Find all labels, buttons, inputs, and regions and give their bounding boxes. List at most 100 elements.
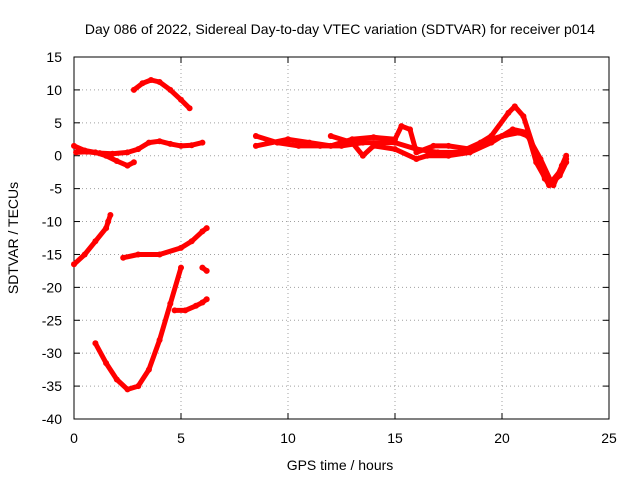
- y-tick-label: 15: [46, 49, 62, 65]
- data-point: [199, 264, 206, 271]
- data-point: [109, 150, 116, 157]
- y-axis-label: SDTVAR / TECUs: [5, 182, 21, 294]
- data-point: [103, 225, 110, 232]
- data-point: [188, 142, 195, 149]
- data-point: [424, 152, 431, 159]
- data-point: [83, 148, 90, 155]
- data-point: [71, 261, 77, 268]
- data-point: [407, 126, 413, 133]
- series-arc-6: [92, 265, 184, 392]
- data-point: [188, 238, 195, 245]
- data-point: [295, 142, 302, 149]
- y-tick-label: -30: [42, 345, 62, 361]
- data-point: [203, 225, 210, 232]
- data-point: [81, 251, 88, 258]
- y-tick-label: -10: [42, 214, 62, 230]
- data-point: [413, 156, 420, 162]
- x-tick-label: 25: [601, 430, 617, 446]
- data-point: [92, 238, 99, 245]
- y-tick-label: -40: [42, 411, 62, 427]
- data-point: [135, 383, 142, 390]
- data-point: [71, 142, 77, 149]
- y-tick-label: 0: [54, 148, 62, 164]
- data-point: [445, 152, 452, 159]
- data-point: [167, 86, 174, 93]
- data-point: [156, 251, 163, 258]
- data-point: [556, 172, 563, 179]
- data-point: [252, 142, 259, 149]
- data-point: [466, 149, 473, 156]
- data-point: [178, 96, 184, 103]
- data-point: [135, 146, 142, 153]
- series-arc-4: [71, 212, 113, 267]
- x-tick-label: 0: [70, 430, 78, 446]
- data-point: [145, 139, 152, 146]
- data-point: [392, 136, 398, 143]
- data-point: [511, 103, 518, 110]
- data-point: [178, 244, 184, 251]
- data-point: [505, 109, 512, 116]
- y-tick-label: -20: [42, 279, 62, 295]
- data-point: [156, 138, 163, 145]
- data-point: [520, 113, 527, 120]
- data-point: [563, 159, 570, 166]
- data-point: [285, 136, 291, 143]
- data-point: [178, 142, 184, 149]
- plot-frame: [73, 56, 610, 420]
- y-tick-label: -25: [42, 312, 62, 328]
- data-point: [120, 254, 127, 261]
- data-point: [113, 158, 120, 164]
- data-point: [199, 228, 206, 235]
- y-tick-label: 5: [54, 115, 62, 131]
- data-point: [92, 340, 99, 347]
- data-point: [107, 212, 114, 218]
- data-point: [203, 296, 210, 303]
- y-tick-label: 10: [46, 82, 62, 98]
- data-point: [124, 149, 131, 156]
- data-point: [156, 337, 163, 343]
- data-point: [203, 267, 210, 274]
- y-tick-label: -15: [42, 246, 62, 262]
- data-point: [130, 86, 137, 93]
- grid: [74, 57, 609, 419]
- y-tick-label: -5: [50, 181, 63, 197]
- data-point: [167, 300, 174, 307]
- data-point: [96, 150, 103, 157]
- data-point: [193, 302, 199, 309]
- data-point: [186, 105, 193, 112]
- data-point: [359, 152, 366, 159]
- data-point: [148, 77, 154, 83]
- x-tick-label: 10: [280, 430, 296, 446]
- data-point: [105, 218, 112, 225]
- x-axis: 0 5 10 15 20 25: [70, 57, 617, 446]
- data-point: [199, 139, 206, 146]
- data-point: [124, 386, 131, 393]
- y-tick-label: -35: [42, 378, 62, 394]
- data-point: [156, 79, 163, 85]
- data-point: [533, 159, 540, 166]
- series-layer: [71, 77, 570, 393]
- data-point: [327, 133, 334, 139]
- data-point: [178, 264, 184, 271]
- data-point: [167, 140, 174, 147]
- data-point: [392, 146, 398, 153]
- x-tick-label: 5: [177, 430, 185, 446]
- x-axis-label: GPS time / hours: [287, 457, 394, 473]
- data-point: [524, 129, 531, 136]
- data-point: [488, 139, 495, 146]
- data-point: [327, 142, 334, 149]
- chart-title: Day 086 of 2022, Sidereal Day-to-day VTE…: [85, 21, 595, 37]
- data-point: [124, 162, 131, 169]
- data-point: [370, 142, 377, 149]
- x-tick-label: 15: [387, 430, 403, 446]
- data-point: [103, 360, 110, 367]
- data-point: [182, 307, 189, 314]
- data-point: [370, 134, 377, 141]
- y-axis: -40 -35 -30 -25 -20 -15 -10 -5 0 5 10 15: [42, 49, 609, 427]
- data-point: [252, 133, 259, 139]
- data-point: [488, 133, 495, 139]
- data-point: [73, 149, 80, 156]
- data-point: [445, 142, 452, 149]
- data-point: [509, 126, 516, 133]
